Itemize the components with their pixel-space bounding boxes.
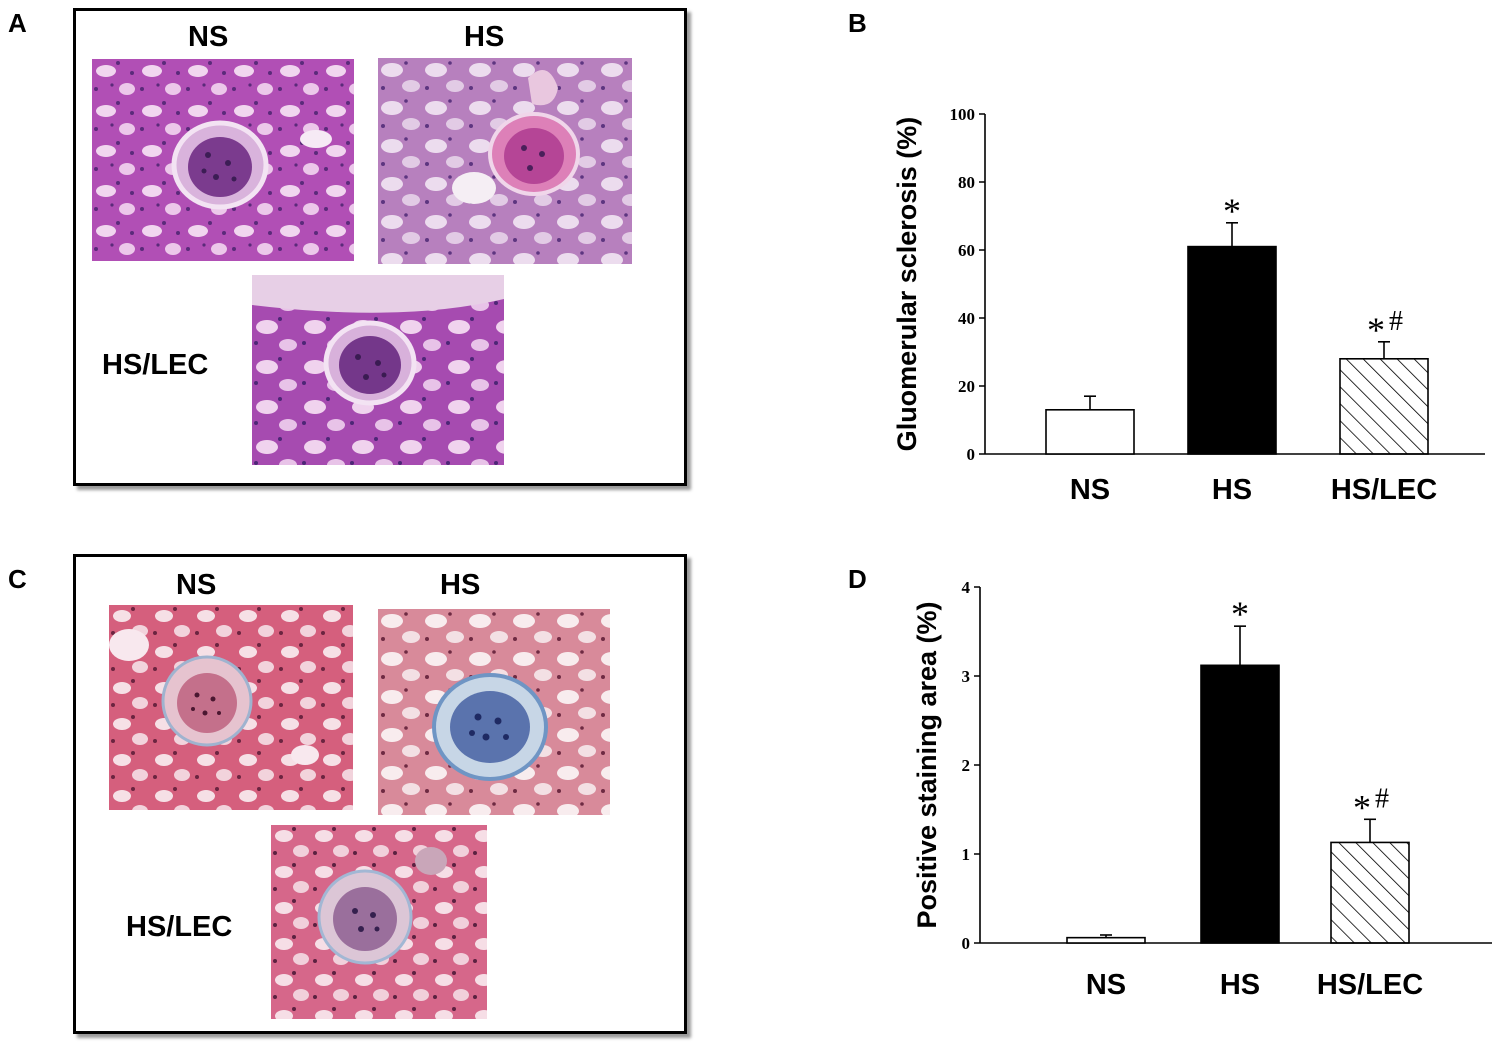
bar-ns	[1045, 408, 1135, 455]
panel-c-label-hs: HS	[440, 569, 481, 601]
y-tick-label: 0	[962, 934, 971, 953]
bar-hs	[1200, 664, 1280, 944]
category-label-hs-lec: HS/LEC	[1331, 474, 1437, 506]
panel-c-label-hs-lec: HS/LEC	[126, 911, 233, 943]
y-tick-label: 40	[958, 309, 975, 328]
panel-a-label-hs-lec: HS/LEC	[102, 349, 209, 381]
micrograph-masson-hs-lec	[271, 825, 487, 1019]
panel-letter-b: B	[848, 8, 867, 38]
panel-c-micrograph-box: NS HS HS/LEC	[73, 554, 687, 1034]
micrograph-pas-hs-lec	[252, 275, 504, 465]
significance-star: *	[1231, 594, 1249, 634]
significance-star: *	[1367, 310, 1385, 350]
panel-letter-d: D	[848, 564, 867, 594]
panel-c-label-ns: NS	[176, 569, 217, 601]
panel-a-label-hs: HS	[464, 21, 505, 53]
bar-hs	[1187, 245, 1277, 455]
panel-b-bar-chart: 0 20 40 60 80 100 Gluomerular sclerosis (%) NS H…	[892, 105, 1485, 506]
panel-d-bar-chart: 0 1 2 3 4 Positive staining area (%) NS HS HS/LE…	[912, 578, 1492, 1001]
y-tick-label: 2	[962, 756, 971, 775]
category-label-ns: NS	[1070, 474, 1110, 506]
panel-a-micrograph-box: NS HS HS/LEC	[73, 8, 687, 486]
micrograph-pas-hs	[378, 58, 632, 264]
bar-ns	[1066, 936, 1146, 944]
category-label-ns: NS	[1086, 969, 1126, 1001]
micrograph-masson-hs	[378, 609, 610, 815]
y-tick-label: 0	[967, 445, 976, 464]
bar-hs-lec	[1339, 357, 1429, 455]
bar-hs-lec	[1330, 841, 1410, 944]
category-label-hs: HS	[1220, 969, 1260, 1001]
panel-letter-c: C	[8, 564, 27, 594]
y-tick-label: 4	[962, 578, 971, 597]
category-label-hs-lec: HS/LEC	[1317, 969, 1423, 1001]
y-tick-label: 100	[950, 105, 976, 124]
y-axis-label: Gluomerular sclerosis (%)	[892, 117, 922, 452]
significance-hash: #	[1389, 306, 1403, 337]
micrograph-pas-ns	[92, 59, 354, 261]
significance-star: *	[1353, 787, 1371, 827]
y-tick-label: 3	[962, 667, 971, 686]
y-tick-label: 80	[958, 173, 975, 192]
y-tick-label: 1	[962, 845, 971, 864]
panel-letter-a: A	[8, 8, 27, 38]
significance-star: *	[1223, 191, 1241, 231]
significance-hash: #	[1375, 783, 1389, 814]
y-axis-label: Positive staining area (%)	[912, 601, 942, 928]
y-tick-label: 60	[958, 241, 975, 260]
y-tick-label: 20	[958, 377, 975, 396]
category-label-hs: HS	[1212, 474, 1252, 506]
panel-a-label-ns: NS	[188, 21, 229, 53]
micrograph-masson-ns	[109, 605, 353, 810]
